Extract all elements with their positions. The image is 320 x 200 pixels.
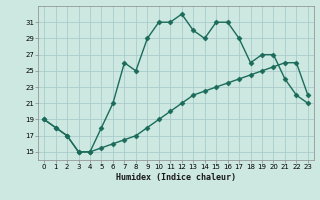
X-axis label: Humidex (Indice chaleur): Humidex (Indice chaleur) <box>116 173 236 182</box>
